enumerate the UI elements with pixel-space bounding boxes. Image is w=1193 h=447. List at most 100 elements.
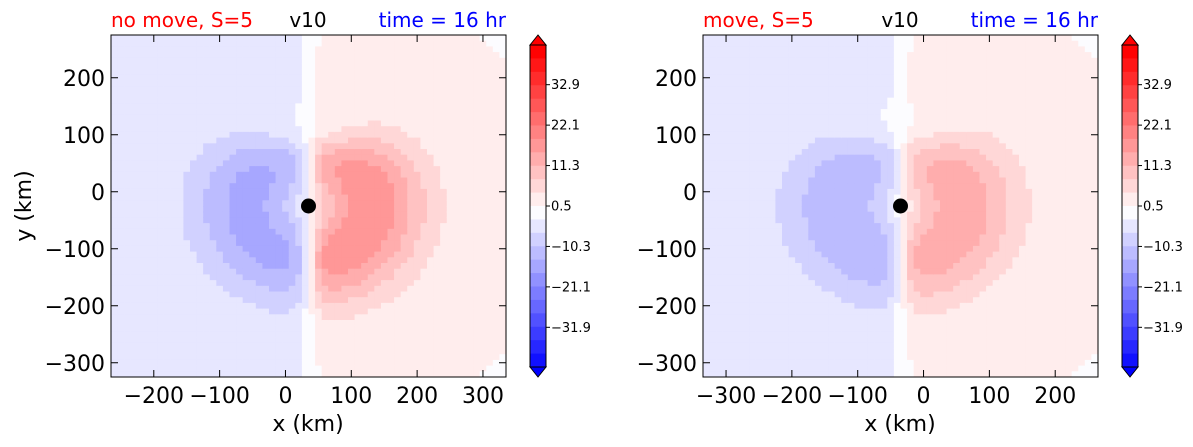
field-cell [400, 109, 408, 116]
field-cell [782, 46, 790, 53]
field-cell [354, 131, 362, 139]
field-cell [821, 35, 829, 42]
field-cell [229, 200, 237, 207]
field-cell [821, 74, 829, 82]
field-cell [394, 228, 402, 236]
field-cell [459, 320, 468, 327]
field-cell [735, 103, 744, 110]
field-cell [788, 365, 796, 372]
field-cell [196, 86, 204, 93]
field-cell [150, 314, 158, 321]
field-cell [328, 223, 336, 230]
field-cell [709, 97, 717, 104]
field-cell [190, 137, 198, 144]
field-cell [703, 285, 711, 293]
field-cell [828, 80, 836, 87]
field-cell [420, 35, 428, 42]
field-cell [321, 234, 329, 241]
field-cell [782, 285, 790, 293]
field-cell [768, 331, 777, 338]
field-cell [394, 354, 402, 361]
field-cell [453, 69, 461, 76]
field-cell [492, 183, 501, 190]
field-cell [361, 223, 369, 230]
field-cell [301, 80, 310, 87]
field-cell [196, 188, 204, 196]
field-cell [407, 268, 415, 275]
field-cell [492, 63, 501, 70]
field-cell [788, 154, 796, 161]
field-cell [729, 126, 737, 133]
field-cell [341, 280, 349, 287]
field-cell [295, 120, 303, 127]
field-cell [255, 143, 264, 150]
field-cell [176, 348, 185, 355]
field-cell [821, 86, 829, 93]
field-cell [380, 217, 389, 224]
field-cell [841, 149, 849, 156]
field-cell [446, 109, 454, 116]
field-cell [328, 149, 336, 156]
field-cell [795, 240, 803, 247]
field-cell [308, 183, 316, 190]
field-cell [348, 143, 356, 150]
field-cell [387, 217, 395, 224]
field-cell [801, 314, 809, 321]
field-cell [499, 97, 506, 104]
field-cell [130, 217, 138, 224]
field-cell [117, 308, 125, 315]
field-cell [479, 354, 487, 361]
field-cell [308, 257, 316, 264]
field-cell [334, 86, 343, 93]
field-cell [387, 251, 395, 258]
field-cell [499, 63, 506, 70]
field-cell [163, 325, 171, 332]
field-cell [716, 206, 724, 213]
field-cell [782, 35, 790, 42]
field-cell [709, 200, 717, 207]
field-cell [782, 126, 790, 133]
field-cell [486, 268, 494, 275]
field-cell [170, 348, 178, 355]
field-cell [459, 354, 468, 361]
field-cell [808, 137, 816, 144]
field-cell [255, 131, 264, 139]
field-cell [446, 285, 454, 293]
field-cell [295, 291, 303, 298]
field-cell [387, 280, 395, 287]
field-cell [282, 69, 290, 76]
field-cell [446, 268, 454, 275]
field-cell [387, 297, 395, 304]
field-cell [196, 114, 204, 122]
field-cell [775, 80, 783, 87]
field-cell [124, 280, 132, 287]
field-cell [394, 365, 402, 372]
field-cell [163, 131, 171, 139]
field-cell [348, 63, 356, 70]
field-cell [440, 160, 448, 167]
field-cell [453, 166, 461, 173]
field-cell [262, 320, 270, 327]
field-cell [236, 109, 244, 116]
field-cell [775, 206, 783, 213]
field-cell [236, 69, 244, 76]
field-cell [150, 86, 158, 93]
field-cell [703, 154, 711, 161]
field-cell [788, 80, 796, 87]
field-cell [801, 348, 809, 355]
field-cell [315, 86, 323, 93]
field-cell [400, 103, 408, 110]
field-cell [203, 257, 211, 264]
field-cell [170, 166, 178, 173]
field-cell [749, 251, 757, 258]
field-cell [321, 263, 329, 270]
field-cell [334, 154, 343, 161]
field-cell [341, 109, 349, 116]
field-cell [795, 154, 803, 161]
field-cell [709, 171, 717, 179]
field-cell [814, 97, 823, 104]
field-cell [709, 188, 717, 196]
field-cell [249, 35, 257, 42]
field-cell [755, 257, 763, 264]
field-cell [768, 320, 777, 327]
